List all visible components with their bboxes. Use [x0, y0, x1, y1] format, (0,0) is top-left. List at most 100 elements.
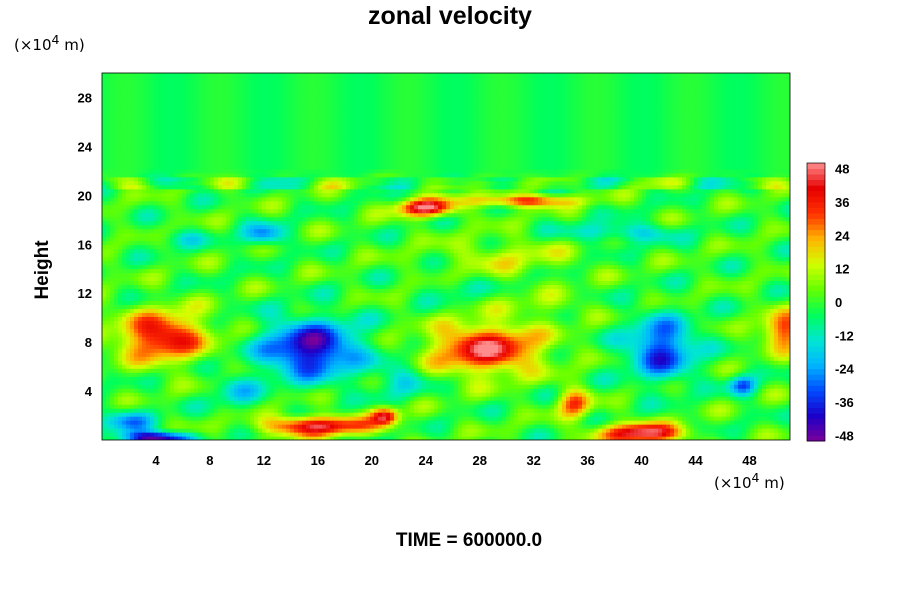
- heatmap-cell: [614, 348, 619, 353]
- heatmap-cell: [202, 408, 207, 413]
- heatmap-cell: [170, 408, 175, 413]
- heatmap-cell: [314, 400, 319, 405]
- heatmap-cell: [186, 424, 191, 429]
- heatmap-cell: [214, 408, 219, 413]
- heatmap-cell: [622, 352, 627, 357]
- heatmap-cell: [230, 324, 235, 329]
- heatmap-cell: [610, 376, 615, 381]
- heatmap-cell: [358, 392, 363, 397]
- heatmap-cell: [502, 388, 507, 393]
- heatmap-cell: [754, 396, 759, 401]
- heatmap-cell: [754, 352, 759, 357]
- heatmap-cell: [470, 348, 475, 353]
- heatmap-cell: [630, 412, 635, 417]
- heatmap-cell: [382, 360, 387, 365]
- heatmap-cell: [658, 412, 663, 417]
- heatmap-cell: [546, 408, 551, 413]
- heatmap-cell: [638, 436, 643, 440]
- heatmap-cell: [698, 384, 703, 389]
- heatmap-cell: [350, 348, 355, 353]
- heatmap-cell: [366, 328, 371, 333]
- heatmap-cell: [346, 340, 351, 345]
- heatmap-cell: [366, 364, 371, 369]
- heatmap-cell: [778, 344, 783, 349]
- heatmap-cell: [134, 392, 139, 397]
- heatmap-cell: [450, 388, 455, 393]
- heatmap-cell: [234, 368, 239, 373]
- heatmap-cell: [254, 336, 259, 341]
- heatmap-cell: [306, 412, 311, 417]
- heatmap-cell: [710, 348, 715, 353]
- heatmap-cell: [674, 360, 679, 365]
- heatmap-cell: [682, 396, 687, 401]
- heatmap-cell: [410, 392, 415, 397]
- heatmap-cell: [282, 356, 287, 361]
- heatmap-cell: [402, 360, 407, 365]
- heatmap-cell: [434, 432, 439, 437]
- heatmap-cell: [406, 396, 411, 401]
- heatmap-cell: [122, 364, 127, 369]
- heatmap-cell: [482, 420, 487, 425]
- heatmap-cell: [690, 396, 695, 401]
- heatmap-cell: [786, 436, 790, 440]
- heatmap-cell: [378, 428, 383, 433]
- heatmap-cell: [526, 396, 531, 401]
- heatmap-cell: [190, 368, 195, 373]
- heatmap-cell: [662, 360, 667, 365]
- heatmap-cell: [498, 392, 503, 397]
- heatmap-cell: [222, 368, 227, 373]
- heatmap-cell: [494, 344, 499, 349]
- heatmap-cell: [126, 384, 131, 389]
- heatmap-cell: [682, 408, 687, 413]
- heatmap-cell: [162, 368, 167, 373]
- heatmap-cell: [286, 372, 291, 377]
- heatmap-cell: [730, 428, 735, 433]
- heatmap-cell: [366, 348, 371, 353]
- heatmap-cell: [458, 424, 463, 429]
- heatmap-cell: [386, 336, 391, 341]
- heatmap-cell: [286, 324, 291, 329]
- heatmap-cell: [778, 408, 783, 413]
- heatmap-cell: [358, 396, 363, 401]
- heatmap-cell: [130, 384, 135, 389]
- heatmap-cell: [650, 380, 655, 385]
- heatmap-cell: [786, 396, 790, 401]
- heatmap-cell: [442, 404, 447, 409]
- heatmap-cell: [746, 348, 751, 353]
- heatmap-cell: [218, 348, 223, 353]
- heatmap-cell: [566, 360, 571, 365]
- heatmap-cell: [214, 432, 219, 437]
- heatmap-cell: [114, 348, 119, 353]
- heatmap-cell: [734, 324, 739, 329]
- heatmap-cell: [190, 404, 195, 409]
- heatmap-cell: [434, 364, 439, 369]
- heatmap-cell: [486, 408, 491, 413]
- heatmap-cell: [182, 424, 187, 429]
- heatmap-cell: [530, 348, 535, 353]
- heatmap-cell: [474, 424, 479, 429]
- heatmap-cell: [210, 404, 215, 409]
- heatmap-cell: [134, 348, 139, 353]
- heatmap-cell: [526, 420, 531, 425]
- heatmap-cell: [722, 356, 727, 361]
- heatmap-cell: [622, 360, 627, 365]
- heatmap-cell: [230, 376, 235, 381]
- heatmap-cell: [274, 420, 279, 425]
- heatmap-cell: [358, 340, 363, 345]
- heatmap-cell: [414, 364, 419, 369]
- heatmap-cell: [450, 364, 455, 369]
- heatmap-cell: [442, 352, 447, 357]
- heatmap-cell: [302, 412, 307, 417]
- heatmap-cell: [290, 424, 295, 429]
- heatmap-cell: [670, 412, 675, 417]
- heatmap-cell: [754, 412, 759, 417]
- heatmap-cell: [114, 380, 119, 385]
- heatmap-cell: [706, 408, 711, 413]
- heatmap-cell: [610, 380, 615, 385]
- heatmap-cell: [386, 412, 391, 417]
- heatmap-cell: [302, 356, 307, 361]
- heatmap-cell: [406, 356, 411, 361]
- heatmap-cell: [266, 360, 271, 365]
- heatmap-cell: [102, 384, 107, 389]
- heatmap-cell: [486, 332, 491, 337]
